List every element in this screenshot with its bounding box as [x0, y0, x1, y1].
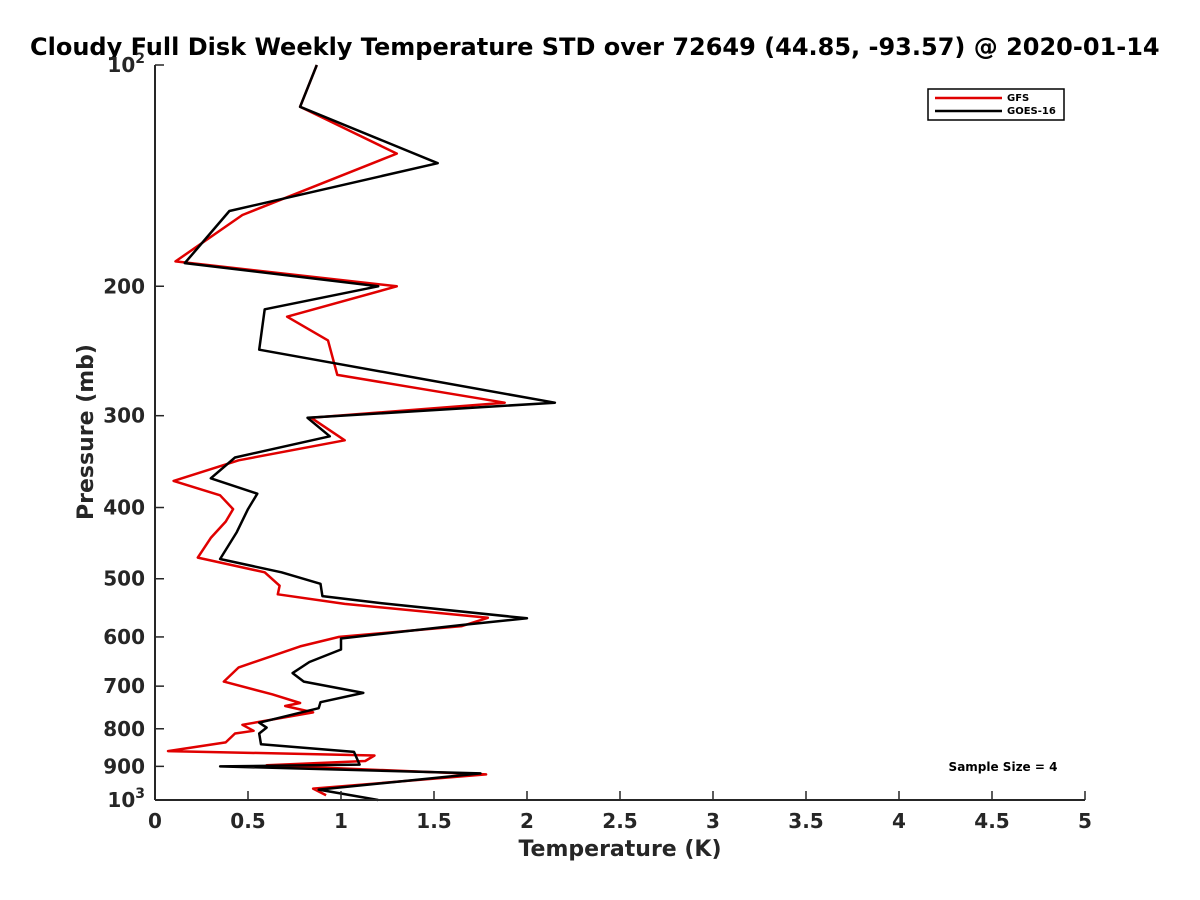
x-tick-label: 0.5	[230, 809, 265, 833]
y-tick-label: 102	[107, 51, 145, 77]
y-ticks: 102 200 300 400 500 600 700 800 900 103	[103, 51, 164, 812]
x-axis-label: Temperature (K)	[518, 837, 721, 862]
y-tick-label: 800	[103, 717, 145, 741]
x-tick-label: 5	[1078, 809, 1092, 833]
x-tick-label: 3	[706, 809, 720, 833]
legend-label-gfs: GFS	[1007, 93, 1029, 104]
legend-box	[927, 88, 1065, 121]
y-axis-label: Pressure (mb)	[74, 344, 99, 520]
axes	[154, 65, 1085, 801]
legend-label-goes16: GOES-16	[1007, 106, 1056, 117]
x-tick-label: 0	[148, 809, 162, 833]
legend: GFS GOES-16	[927, 88, 1065, 121]
x-tick-label: 1.5	[416, 809, 451, 833]
series-line-gfs	[166, 64, 506, 797]
sample-size-annotation: Sample Size = 4	[949, 760, 1058, 774]
y-tick-label: 700	[103, 674, 145, 698]
y-tick-label: 500	[103, 567, 145, 591]
chart-title: Cloudy Full Disk Weekly Temperature STD …	[30, 33, 1160, 61]
plot-lines	[166, 64, 557, 802]
y-tick-label: 300	[103, 404, 145, 428]
x-tick-label: 4.5	[974, 809, 1009, 833]
x-tick-label: 2.5	[602, 809, 637, 833]
series-line-goes16	[183, 64, 557, 802]
y-tick-label: 103	[107, 786, 145, 812]
x-tick-label: 3.5	[788, 809, 823, 833]
y-tick-label: 400	[103, 496, 145, 520]
x-tick-label: 4	[892, 809, 906, 833]
x-ticks: 0 0.5 1 1.5 2 2.5 3 3.5 4 4.5 5	[148, 791, 1092, 833]
y-tick-label: 900	[103, 754, 145, 778]
x-tick-label: 1	[334, 809, 348, 833]
y-tick-label: 600	[103, 625, 145, 649]
x-tick-label: 2	[520, 809, 534, 833]
y-tick-label: 200	[103, 274, 145, 298]
